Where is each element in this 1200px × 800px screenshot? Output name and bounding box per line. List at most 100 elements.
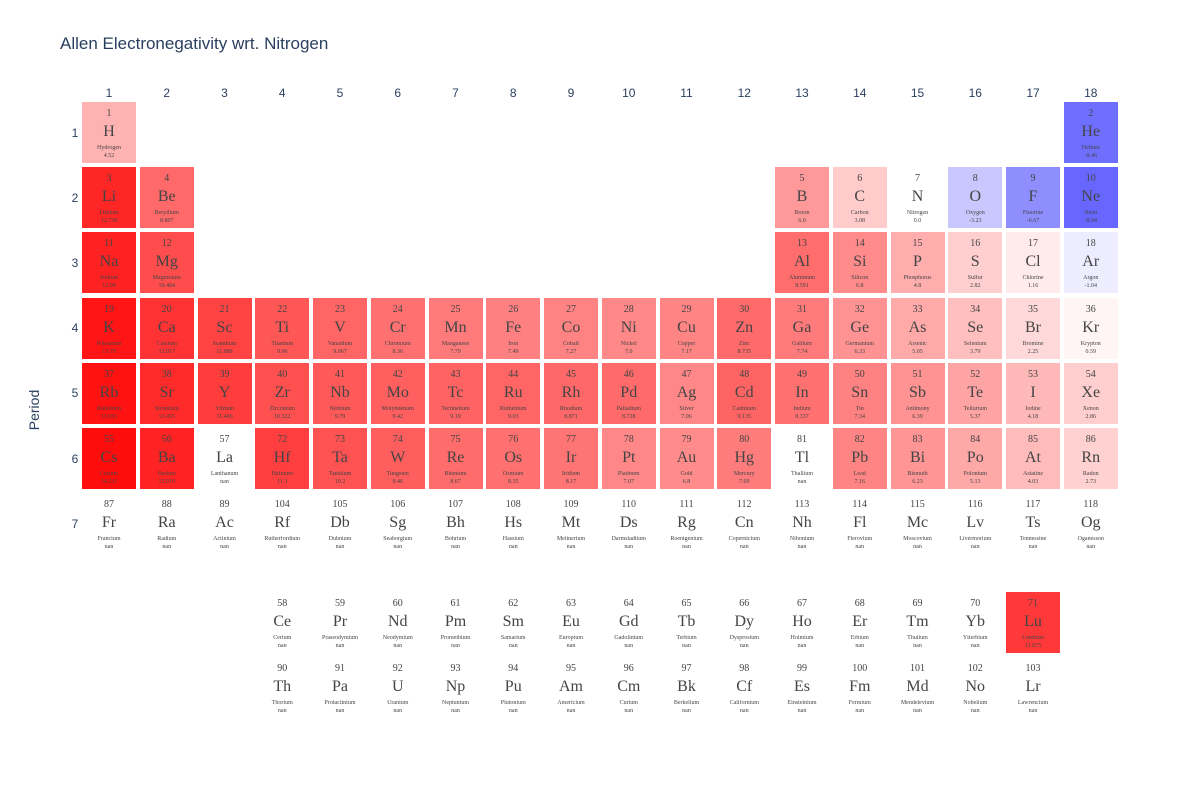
element-name: Nobelium bbox=[963, 699, 988, 706]
atomic-number: 78 bbox=[623, 434, 634, 445]
atomic-number: 103 bbox=[1025, 662, 1041, 674]
element-cell-nh: 113 Nh Nihonium nan bbox=[775, 493, 829, 554]
element-name: Xenon bbox=[1082, 405, 1099, 412]
element-name: Carbon bbox=[850, 210, 869, 217]
element-name: Yttrium bbox=[215, 405, 234, 412]
element-cell-ne: 10 Ne Neon -8.94 bbox=[1063, 167, 1118, 229]
element-symbol: Rg bbox=[677, 514, 696, 532]
atomic-number: 94 bbox=[508, 662, 519, 674]
element-cell-ir: 77 Ir Iridium 8.17 bbox=[544, 428, 598, 489]
element-symbol: Pb bbox=[851, 449, 869, 466]
atomic-number: 88 bbox=[161, 499, 172, 511]
element-value: nan bbox=[797, 544, 807, 551]
element-name: Tin bbox=[855, 405, 864, 412]
element-cell-bh: 107 Bh Bohrium nan bbox=[429, 493, 483, 554]
element-value: 0.59 bbox=[1085, 348, 1097, 355]
element-name: Darmstadtium bbox=[611, 536, 646, 543]
element-cell-rh: 45 Rh Rhodium 8.871 bbox=[544, 362, 598, 424]
atomic-number: 98 bbox=[739, 662, 750, 674]
element-symbol: Rh bbox=[561, 383, 581, 401]
element-value: 8.871 bbox=[564, 413, 578, 420]
element-name: Thorium bbox=[271, 699, 293, 706]
atomic-number: 117 bbox=[1025, 499, 1041, 511]
element-cell-ni: 28 Ni Nickel 7.0 bbox=[601, 297, 656, 359]
atomic-number: 77 bbox=[566, 434, 576, 445]
element-symbol: Ag bbox=[676, 383, 697, 401]
atomic-number: 1 bbox=[106, 108, 112, 119]
element-value: 9.19 bbox=[450, 413, 461, 420]
element-cell-gd: 64 Gd Gadolinium nan bbox=[602, 592, 656, 653]
group-tick-label: 10 bbox=[622, 86, 636, 100]
element-name: Sulfur bbox=[967, 275, 983, 282]
element-name: Iridium bbox=[562, 471, 580, 477]
atomic-number: 39 bbox=[219, 368, 230, 380]
element-name: Hassium bbox=[502, 536, 524, 543]
element-cell-rg: 111 Rg Roentgenium nan bbox=[660, 493, 714, 554]
element-name: Silver bbox=[679, 405, 694, 412]
atomic-number: 36 bbox=[1085, 303, 1096, 315]
element-symbol: Re bbox=[446, 449, 465, 466]
atomic-number: 58 bbox=[277, 597, 288, 609]
atomic-number: 17 bbox=[1028, 238, 1038, 250]
element-value: -8.46 bbox=[1084, 153, 1098, 159]
atomic-number: 108 bbox=[505, 499, 521, 511]
element-symbol: Ge bbox=[850, 318, 870, 336]
element-symbol: Os bbox=[504, 449, 523, 466]
element-value: 5.37 bbox=[970, 413, 981, 420]
element-value: 4.52 bbox=[103, 153, 115, 159]
element-value: nan bbox=[220, 544, 229, 551]
element-cell-cu: 29 Cu Copper 7.17 bbox=[659, 297, 714, 359]
atomic-number: 52 bbox=[970, 368, 981, 380]
element-symbol: Gd bbox=[618, 612, 639, 630]
element-symbol: Ar bbox=[1082, 253, 1100, 271]
element-value: 5.05 bbox=[912, 348, 923, 355]
element-cell-pa: 91 Pa Protactinium nan bbox=[313, 657, 367, 718]
element-cell-dy: 66 Dy Dysprosium nan bbox=[717, 592, 771, 653]
element-symbol: Mn bbox=[444, 318, 467, 336]
element-value: nan bbox=[624, 642, 634, 649]
element-value: 14.232 bbox=[100, 479, 118, 485]
element-value: nan bbox=[508, 544, 518, 551]
element-cell-sm: 62 Sm Samarium nan bbox=[486, 592, 540, 653]
element-name: Francium bbox=[97, 536, 121, 543]
atomic-number: 59 bbox=[335, 597, 345, 609]
element-value: 9.03 bbox=[508, 413, 519, 420]
element-cell-lu: 71 Lu Lutetium 11.675 bbox=[1006, 591, 1060, 653]
element-cell-ru: 44 Ru Ruthenium 9.03 bbox=[486, 362, 541, 424]
element-cell-hg: 80 Hg Mercury 7.69 bbox=[717, 428, 772, 489]
element-value: 6.0 bbox=[798, 218, 806, 225]
atomic-number: 23 bbox=[335, 303, 345, 315]
element-value: nan bbox=[508, 642, 518, 649]
element-cell-br: 35 Br Bromine 2.25 bbox=[1006, 297, 1060, 359]
element-value: nan bbox=[797, 707, 807, 714]
element-cell-zn: 30 Zn Zinc 8.735 bbox=[717, 297, 772, 359]
element-name: Zinc bbox=[738, 340, 750, 347]
atomic-number: 33 bbox=[912, 303, 923, 315]
element-value: 9.42 bbox=[392, 413, 404, 420]
element-cell-n: 7 N Nitrogen 0.0 bbox=[890, 167, 945, 229]
element-cell-cf: 98 Cf Californium nan bbox=[717, 657, 771, 718]
element-value: 11.088 bbox=[216, 348, 233, 355]
element-cell-no: 102 No Nobelium nan bbox=[948, 657, 1002, 718]
element-cell-pt: 78 Pt Platinum 7.07 bbox=[601, 428, 656, 489]
element-symbol: I bbox=[1030, 383, 1036, 401]
atomic-number: 16 bbox=[970, 238, 981, 250]
element-value: 11.406 bbox=[216, 413, 233, 420]
element-cell-ds: 110 Ds Darmstadtium nan bbox=[602, 493, 656, 554]
element-name: Mercury bbox=[733, 471, 755, 477]
atomic-number: 19 bbox=[104, 303, 114, 315]
atomic-number: 55 bbox=[104, 434, 114, 445]
element-cell-cr: 24 Cr Chromium 8.36 bbox=[370, 297, 425, 359]
element-value: nan bbox=[739, 642, 749, 649]
element-value: 10.322 bbox=[274, 413, 291, 420]
group-tick-label: 5 bbox=[336, 86, 344, 100]
atomic-number: 24 bbox=[392, 303, 403, 315]
atomic-number: 4 bbox=[164, 173, 170, 185]
element-name: Mendelevium bbox=[900, 699, 935, 706]
element-value: -8.94 bbox=[1084, 218, 1098, 225]
element-value: 7.17 bbox=[681, 348, 692, 355]
element-symbol: Es bbox=[794, 677, 810, 695]
element-cell-mo: 42 Mo Molybdenum 9.42 bbox=[370, 362, 425, 424]
element-cell-cl: 17 Cl Chlorine 1.16 bbox=[1006, 232, 1060, 294]
element-symbol: Po bbox=[966, 449, 984, 466]
